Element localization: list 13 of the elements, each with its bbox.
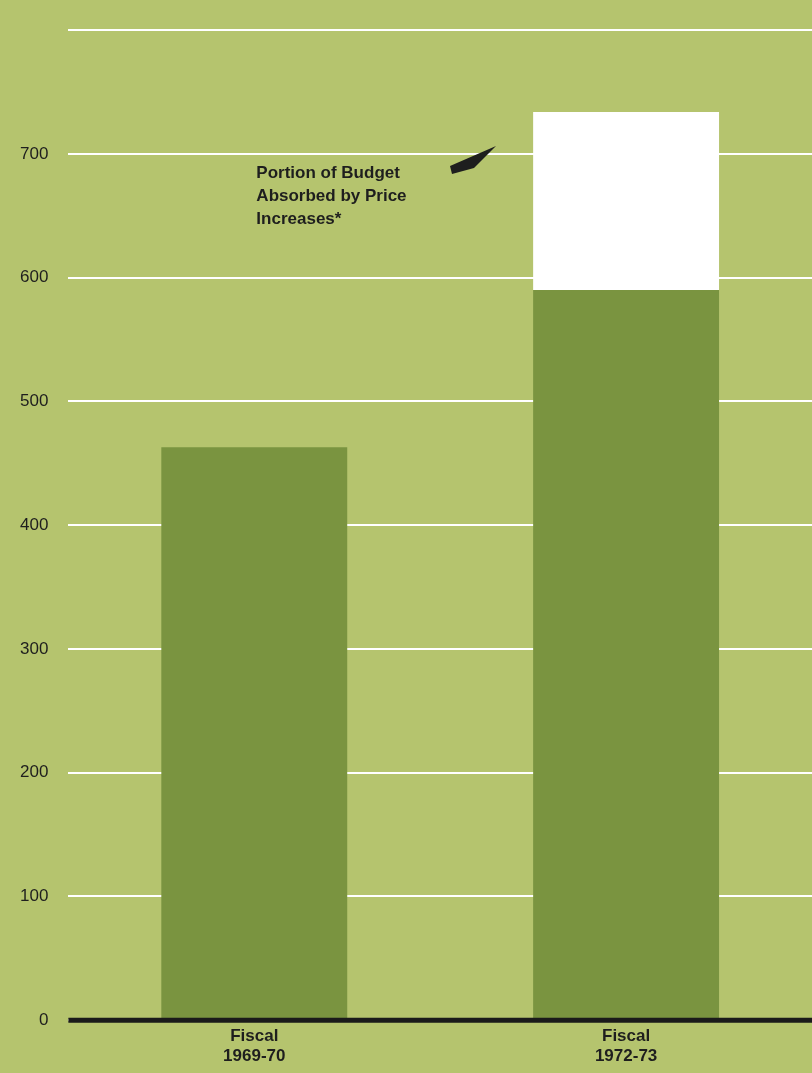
y-tick-label: 200 [19,762,49,782]
x-tick-label: Fiscal 1972-73 [594,1026,658,1066]
y-tick-label: 0 [38,1009,49,1029]
y-tick-label: 500 [19,391,49,411]
x-tick-label: Fiscal 1969-70 [223,1026,286,1066]
y-tick-label: 100 [19,886,49,906]
bar [161,447,348,1020]
bar [533,290,720,1020]
y-tick-label: 600 [19,267,49,287]
annotation: Portion of Budget Absorbed by Price Increases* [256,163,407,229]
y-tick-label: 700 [19,143,49,163]
y-tick-label: 400 [19,514,49,534]
y-tick-label: 300 [19,638,49,658]
